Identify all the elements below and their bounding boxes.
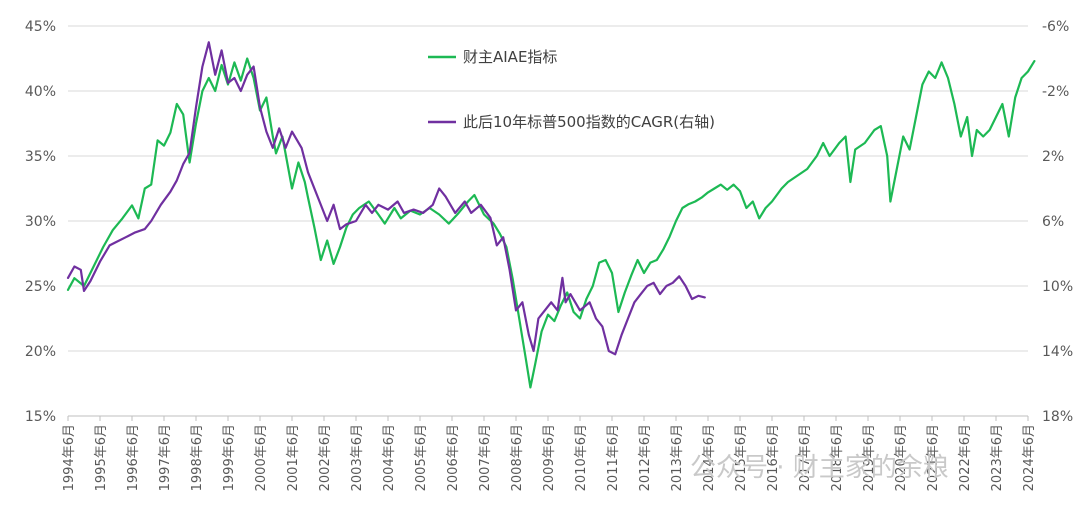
left-tick-label: 20% (25, 344, 56, 360)
x-tick-label: 2008年6月 (510, 424, 525, 491)
x-tick-label: 1998年6月 (190, 424, 205, 491)
x-tick-label: 2001年6月 (286, 424, 301, 491)
x-tick-label: 1995年6月 (94, 424, 109, 491)
x-tick-label: 2016年6月 (766, 424, 781, 491)
x-tick-label: 2009年6月 (542, 424, 557, 491)
x-tick-label: 2020年6月 (894, 424, 909, 491)
left-tick-label: 35% (25, 149, 56, 165)
grid (68, 25, 1028, 417)
x-tick-label: 2005年6月 (414, 424, 429, 491)
right-tick-label: 6% (1042, 214, 1064, 230)
x-tick-label: 2022年6月 (958, 424, 973, 491)
left-tick-label: 30% (25, 214, 56, 230)
x-tick-label: 2021年6月 (926, 424, 941, 491)
x-tick-label: 2007年6月 (478, 424, 493, 491)
x-tick-label: 2002年6月 (318, 424, 333, 491)
legend-label-cagr: 此后10年标普500指数的CAGR(右轴) (463, 113, 715, 131)
right-tick-label: 2% (1042, 149, 1064, 165)
x-tick-label: 1997年6月 (158, 424, 173, 491)
x-tick-label: 2012年6月 (638, 424, 653, 491)
right-axis: 18% 14% 10% 6% 2% -2% -6% (1042, 19, 1073, 425)
left-tick-label: 45% (25, 19, 56, 35)
x-tick-label: 1994年6月 (62, 424, 77, 491)
left-axis: 15% 20% 25% 30% 35% 40% 45% (25, 19, 56, 425)
legend: 财主AIAE指标 此后10年标普500指数的CAGR(右轴) (428, 48, 715, 131)
watermark: 公众号 · 财主家的余粮 (690, 453, 949, 483)
x-tick-label: 2014年6月 (702, 424, 717, 491)
x-tick-label: 2011年6月 (606, 424, 621, 491)
right-tick-label: -6% (1042, 19, 1069, 35)
x-tick-label: 2015年6月 (734, 424, 749, 491)
x-tick-label: 2004年6月 (382, 424, 397, 491)
x-tick-label: 2003年6月 (350, 424, 365, 491)
series-line-cagr (66, 41, 706, 356)
right-tick-label: 14% (1042, 344, 1073, 360)
x-tick-label: 2000年6月 (254, 424, 269, 491)
legend-label-aiae: 财主AIAE指标 (463, 48, 557, 66)
x-tick-label: 2024年6月 (1022, 424, 1037, 491)
x-tick-label: 2018年6月 (830, 424, 845, 491)
x-tick-label: 2019年6月 (862, 424, 877, 491)
x-tick-label: 2006年6月 (446, 424, 461, 491)
left-tick-label: 25% (25, 279, 56, 295)
x-axis: 1994年6月 1995年6月 1996年6月 1997年6月 1998年6月 1999年… (62, 415, 1037, 491)
x-tick-label: 2017年6月 (798, 424, 813, 491)
left-tick-label: 15% (25, 409, 56, 425)
left-tick-label: 40% (25, 84, 56, 100)
right-tick-label: 18% (1042, 409, 1073, 425)
series-line-aiae (66, 57, 1036, 389)
x-tick-label: 1996年6月 (126, 424, 141, 491)
series-lines (66, 41, 1036, 389)
right-tick-label: -2% (1042, 84, 1069, 100)
x-tick-label: 2023年6月 (990, 424, 1005, 491)
right-tick-label: 10% (1042, 279, 1073, 295)
x-tick-label: 2010年6月 (574, 424, 589, 491)
x-tick-label: 2013年6月 (670, 424, 685, 491)
x-tick-label: 1999年6月 (222, 424, 237, 491)
